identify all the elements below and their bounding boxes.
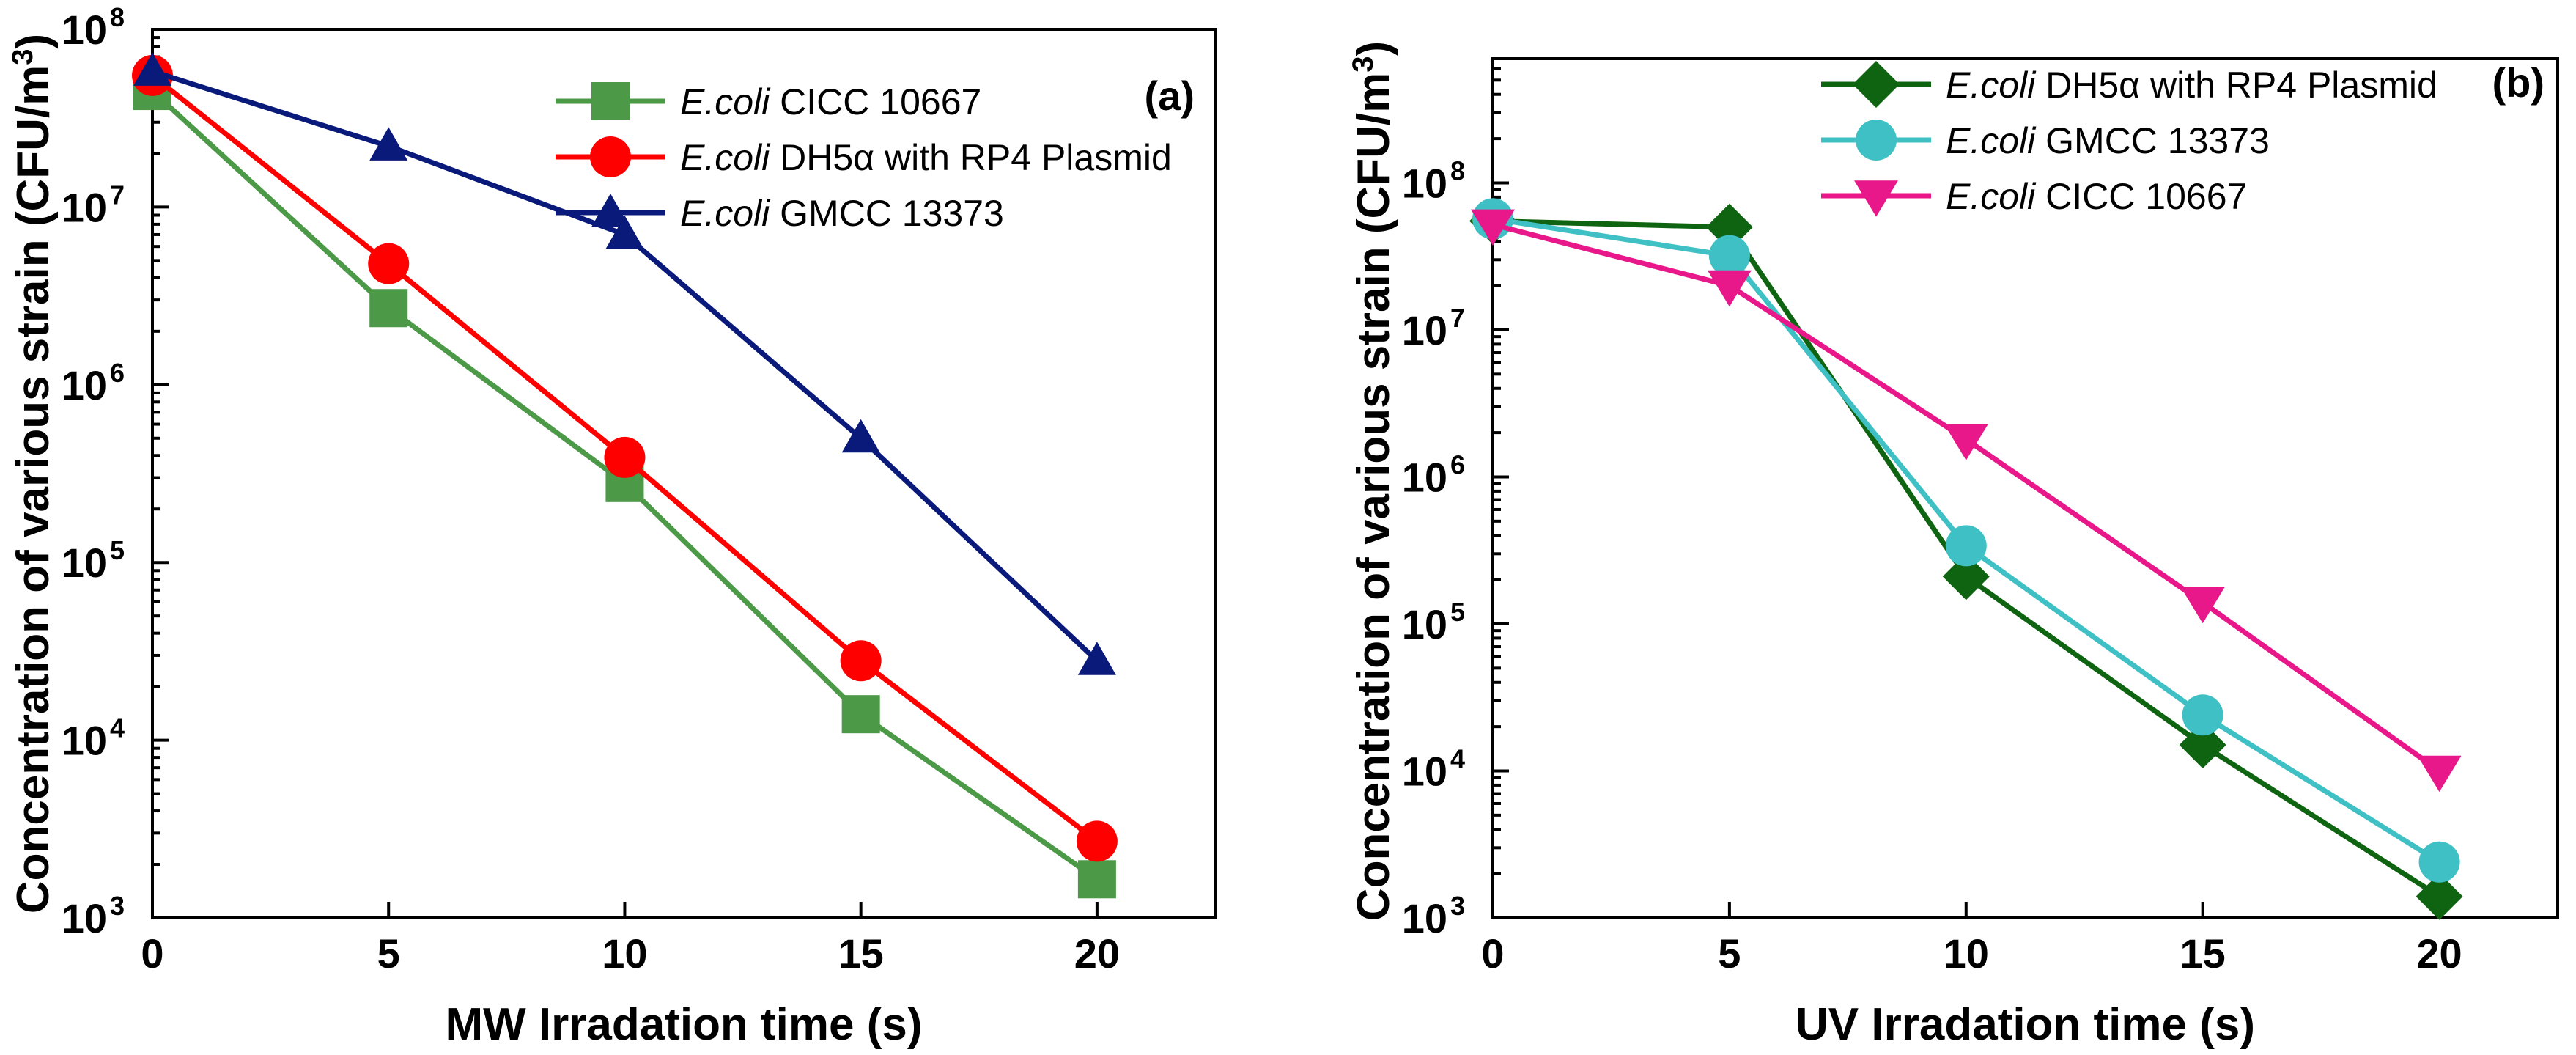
data-point xyxy=(1077,642,1116,675)
y-tick-label: 10 xyxy=(1402,307,1447,353)
data-point xyxy=(2417,755,2462,793)
y-tick-exponent: 3 xyxy=(110,891,125,921)
legend-label: E.coli CICC 10667 xyxy=(1946,176,2247,217)
y-tick-label: 10 xyxy=(1402,601,1447,647)
y-tick-label: 10 xyxy=(1402,895,1447,941)
data-point xyxy=(2416,872,2463,920)
data-point xyxy=(1077,860,1116,899)
legend-marker xyxy=(1853,61,1900,108)
x-tick-label: 15 xyxy=(838,930,884,977)
legend-label: E.coli GMCC 13373 xyxy=(680,193,1004,234)
y-tick-exponent: 5 xyxy=(1450,597,1465,627)
x-axis-title: UV Irradation time (s) xyxy=(1796,999,2255,1050)
y-tick-exponent: 6 xyxy=(110,358,125,388)
data-point xyxy=(133,52,171,86)
y-tick-label: 10 xyxy=(62,7,107,53)
y-tick-exponent: 7 xyxy=(110,180,125,210)
data-point xyxy=(369,127,408,161)
data-point xyxy=(1944,424,1988,460)
y-axis-title: Concentration of various strain (CFU/m3) xyxy=(1347,41,1399,921)
y-tick-label: 10 xyxy=(1402,160,1447,206)
data-point xyxy=(604,436,646,478)
plot-frame xyxy=(151,28,1217,919)
plot-frame xyxy=(1491,57,2559,919)
y-tick-exponent: 8 xyxy=(110,2,125,32)
y-tick-label: 10 xyxy=(1402,454,1447,500)
x-axis-title: MW Irradation time (s) xyxy=(445,999,922,1050)
data-point xyxy=(1945,525,1987,567)
data-point xyxy=(2182,694,2223,736)
x-tick-label: 15 xyxy=(2180,930,2226,977)
data-point xyxy=(1707,270,1752,307)
legend-marker xyxy=(591,194,630,227)
data-point xyxy=(2418,841,2460,883)
y-tick-label: 10 xyxy=(1402,748,1447,794)
data-point xyxy=(369,289,408,328)
series-3 xyxy=(1471,209,2462,793)
data-point xyxy=(841,419,880,453)
data-point xyxy=(840,640,882,682)
y-tick-exponent: 3 xyxy=(1450,891,1465,921)
legend-label: E.coli DH5α with RP4 Plasmid xyxy=(1946,65,2437,106)
data-point xyxy=(368,243,410,284)
data-point xyxy=(1471,209,1515,246)
legend-marker xyxy=(590,136,631,177)
x-tick-label: 0 xyxy=(1481,930,1504,977)
series-1 xyxy=(133,72,1116,899)
y-tick-exponent: 4 xyxy=(1450,743,1465,773)
series-2 xyxy=(132,54,1118,862)
x-tick-label: 20 xyxy=(1074,930,1120,977)
legend: E.coli CICC 10667 E.coli DH5α with RP4 Pl… xyxy=(556,81,1172,234)
y-tick-exponent: 7 xyxy=(1450,303,1465,333)
data-point xyxy=(2180,587,2225,624)
x-tick-label: 5 xyxy=(377,930,400,977)
data-point xyxy=(605,215,644,249)
series-3 xyxy=(133,52,1116,675)
panel-label: (b) xyxy=(2492,59,2544,106)
data-point xyxy=(1076,820,1118,862)
y-tick-exponent: 5 xyxy=(110,535,125,565)
y-tick-exponent: 4 xyxy=(110,713,125,743)
y-tick-exponent: 6 xyxy=(1450,449,1465,479)
legend-marker xyxy=(591,82,630,120)
y-tick-label: 10 xyxy=(62,362,107,408)
data-point xyxy=(1708,235,1750,276)
data-point xyxy=(1942,553,1990,600)
legend-marker xyxy=(1854,180,1898,217)
x-tick-label: 10 xyxy=(602,930,647,977)
y-tick-label: 10 xyxy=(62,895,107,941)
panel-label: (a) xyxy=(1145,73,1195,119)
y-tick-exponent: 8 xyxy=(1450,155,1465,185)
data-point xyxy=(841,695,880,734)
x-tick-label: 5 xyxy=(1718,930,1741,977)
data-point xyxy=(2179,721,2226,769)
legend-label: E.coli CICC 10667 xyxy=(680,81,981,122)
y-tick-label: 10 xyxy=(62,718,107,764)
x-tick-label: 0 xyxy=(141,930,163,977)
y-axis-title: Concentration of various strain (CFU/m3) xyxy=(7,34,59,914)
series-2 xyxy=(1472,198,2460,883)
legend: E.coli DH5α with RP4 Plasmid E.coli GMCC … xyxy=(1821,61,2437,217)
series-line xyxy=(1492,222,2441,773)
legend-label: E.coli DH5α with RP4 Plasmid xyxy=(680,137,1172,178)
x-tick-label: 20 xyxy=(2416,930,2462,977)
legend-label: E.coli GMCC 13373 xyxy=(1946,120,2270,161)
x-tick-label: 10 xyxy=(1944,930,1989,977)
y-tick-label: 10 xyxy=(62,540,107,586)
legend-marker xyxy=(1856,120,1897,161)
y-tick-label: 10 xyxy=(62,184,107,230)
